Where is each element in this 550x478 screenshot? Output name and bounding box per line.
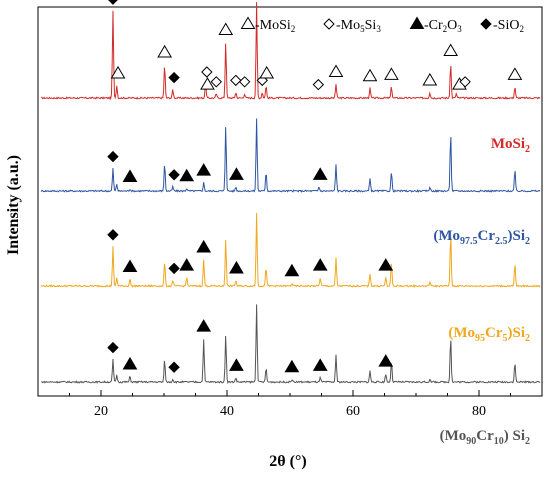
cr2o3-marker: [312, 258, 328, 271]
cr2o3-marker: [284, 359, 300, 373]
sio2-marker: [107, 341, 119, 354]
xrd-series-line: [41, 2, 541, 101]
mosi2-marker: [422, 72, 438, 86]
series-label: (Mo90Cr10) Si2: [440, 428, 530, 447]
x-tick-label: 40: [220, 404, 234, 419]
sio2-marker: [168, 169, 180, 181]
sio2-marker: [108, 0, 118, 5]
mo5si3-marker: [201, 66, 213, 78]
mo5si3-marker: [312, 78, 325, 91]
mosi2-marker: [110, 65, 126, 79]
cr2o3-marker: [122, 259, 138, 273]
sio2-marker: [480, 18, 492, 30]
x-tick-label: 80: [472, 404, 486, 419]
sio2-marker: [168, 71, 180, 84]
sio2-marker: [107, 229, 119, 241]
cr2o3-marker: [284, 263, 300, 277]
mosi2-marker: [384, 67, 399, 80]
mosi2-marker: [259, 65, 275, 79]
mosi2-marker: [157, 44, 173, 58]
cr2o3-marker: [122, 169, 138, 182]
mo5si3-marker: [323, 18, 335, 30]
cr2o3-marker: [229, 260, 244, 274]
series-label: (Mo97.5Cr2.5)Si2: [433, 228, 530, 247]
x-tick-label: 20: [94, 404, 108, 419]
mosi2-marker: [240, 16, 256, 30]
xrd-series-line: [40, 212, 541, 288]
cr2o3-marker: [378, 354, 394, 367]
series-labels: MoSi2 (Mo97.5Cr2.5)Si2 (Mo95Cr5)Si2 (Mo90Cr…: [433, 136, 530, 447]
sio2-marker: [168, 262, 180, 275]
mosi2-marker: [200, 77, 215, 90]
legend-label: -MoSi2: [255, 18, 295, 34]
cr2o3-marker: [179, 258, 195, 271]
cr2o3-marker: [122, 356, 138, 370]
cr2o3-marker: [312, 167, 328, 180]
cr2o3-marker: [312, 358, 328, 371]
xrd-series-line: [40, 118, 541, 193]
mosi2-marker: [443, 43, 459, 57]
mosi2-marker: [328, 64, 344, 78]
cr2o3-marker: [196, 239, 212, 253]
legend-label: -Mo5Si3: [336, 18, 381, 34]
mosi2-marker: [362, 68, 378, 82]
y-axis-title: Intensity (a.u.): [5, 155, 22, 255]
x-tick-label: 60: [346, 404, 360, 419]
plot-area: [40, 0, 541, 385]
cr2o3-marker: [409, 16, 425, 30]
mo5si3-marker: [230, 74, 242, 87]
sio2-marker: [107, 150, 119, 163]
mo5si3-marker: [459, 76, 471, 88]
cr2o3-marker: [229, 358, 244, 371]
legend: -MoSi2 -Mo5Si3 -Cr2O3 -SiO2: [240, 16, 524, 34]
mo5si3-marker: [210, 76, 222, 88]
cr2o3-marker: [196, 319, 212, 332]
sio2-marker: [168, 361, 180, 373]
x-axis-title: 2θ (°): [269, 453, 306, 470]
cr2o3-marker: [196, 163, 212, 176]
legend-label: -Cr2O3: [424, 18, 462, 34]
mosi2-marker: [218, 22, 234, 36]
cr2o3-marker: [229, 167, 244, 180]
series-label: (Mo95Cr5)Si2: [448, 325, 530, 344]
cr2o3-marker: [179, 168, 195, 182]
xrd-series-line: [41, 304, 541, 385]
series-label: MoSi2: [491, 136, 530, 155]
mo5si3-marker: [238, 76, 251, 88]
mosi2-marker: [507, 67, 523, 80]
cr2o3-marker: [378, 258, 394, 271]
x-axis: 20 40 60 80: [37, 390, 543, 419]
legend-label: -SiO2: [493, 18, 524, 34]
